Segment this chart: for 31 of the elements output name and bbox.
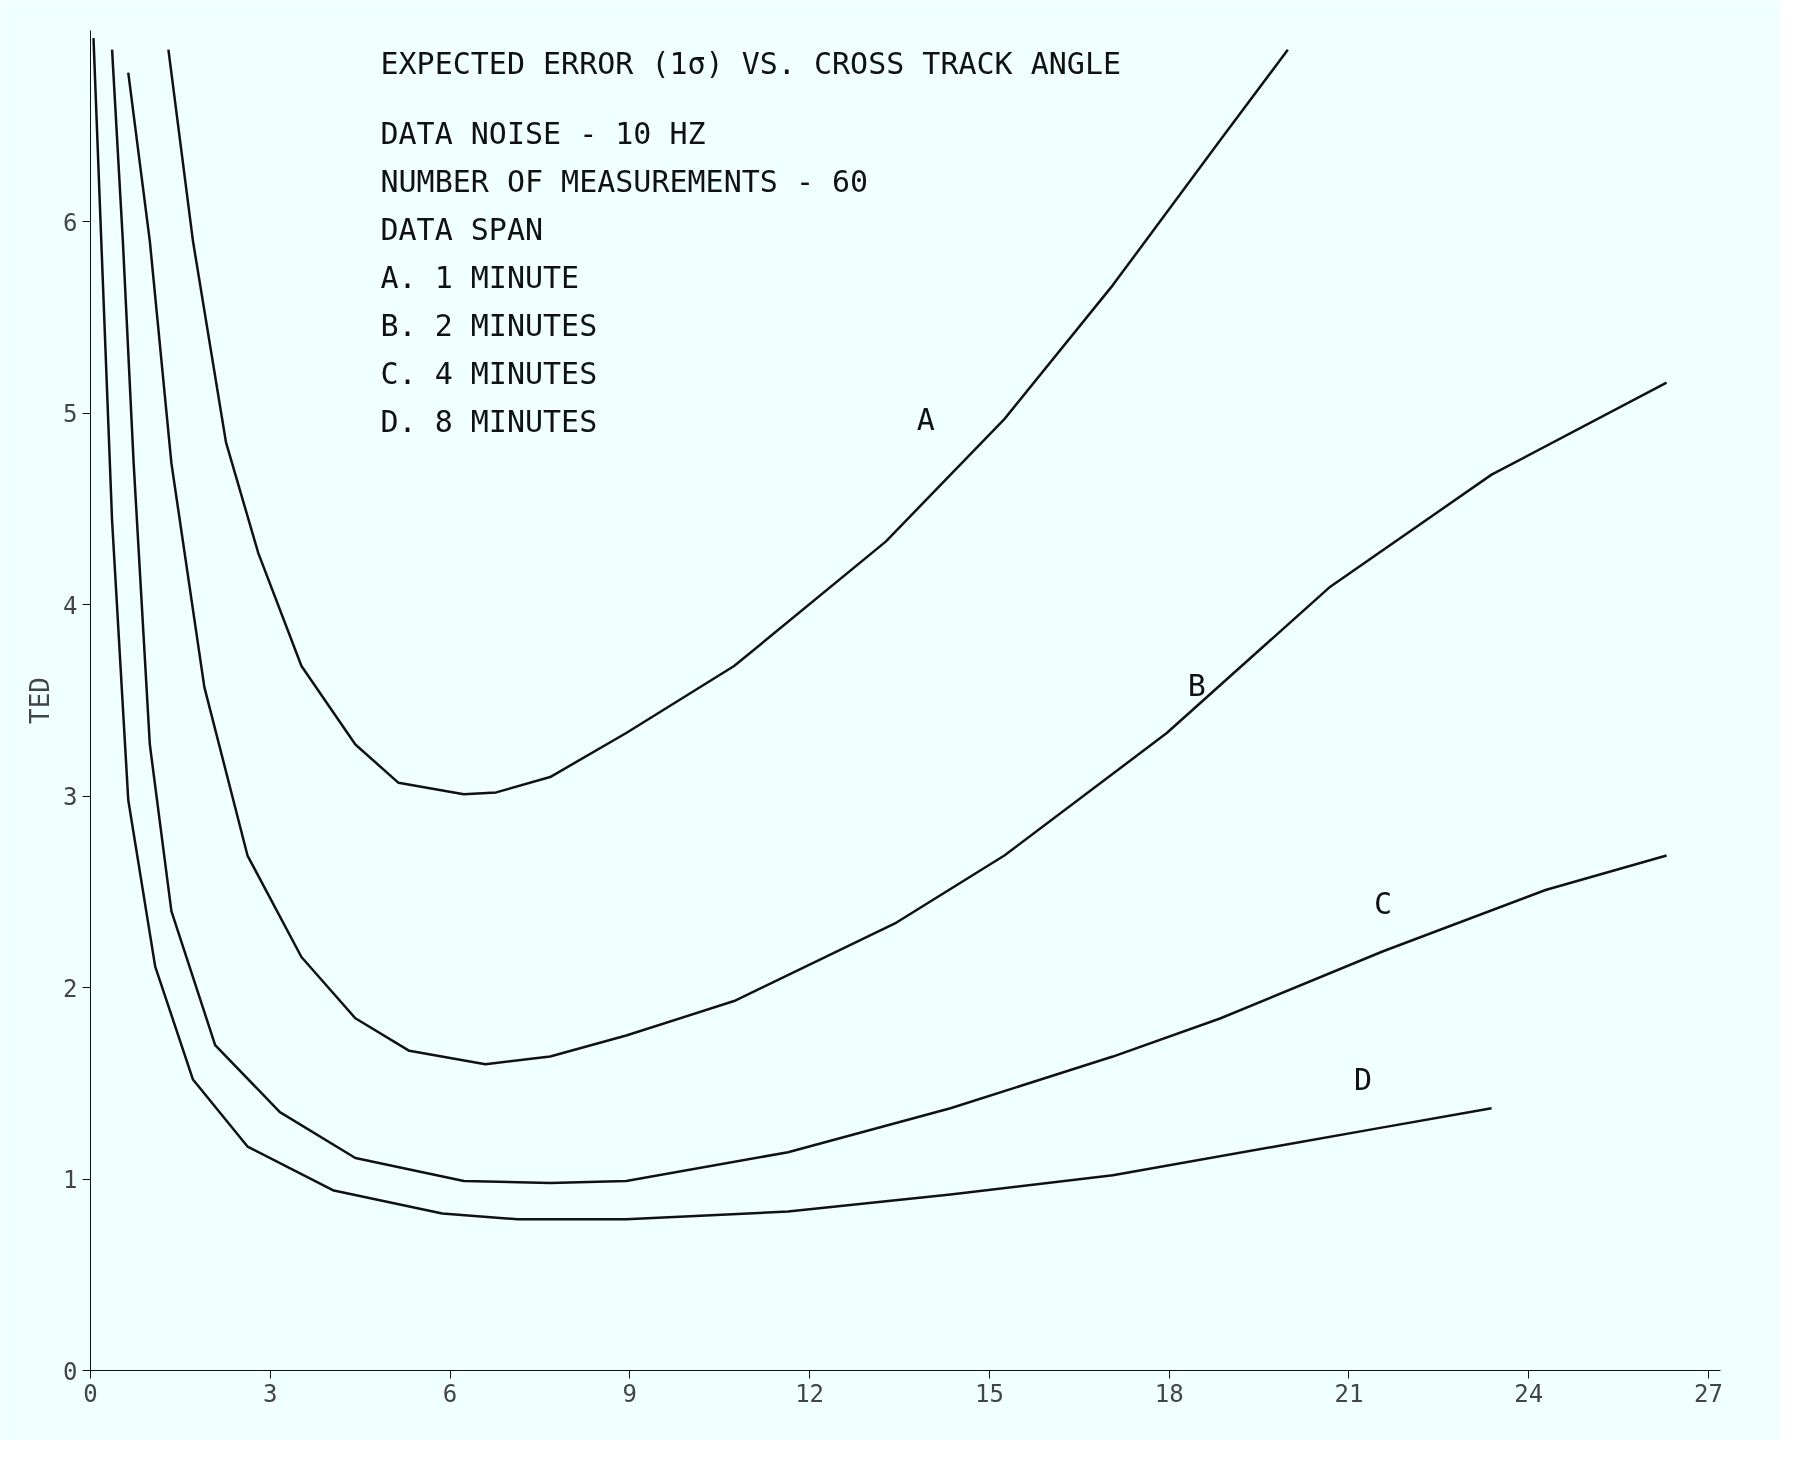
series-label: B	[1187, 668, 1206, 704]
y-tick-label: 4	[63, 591, 78, 620]
annotation: D. 8 MINUTES	[380, 403, 598, 439]
x-tick-label: 12	[795, 1379, 825, 1408]
y-tick-label: 6	[63, 208, 78, 237]
annotation: DATA SPAN	[380, 211, 544, 247]
x-tick-label: 15	[974, 1379, 1004, 1408]
y-tick-label: 0	[63, 1357, 78, 1386]
y-tick-label: 5	[63, 400, 78, 429]
text: EXPECTED ERROR (1σ) VS. CROSS TRACK ANGLE	[380, 45, 1122, 81]
series-label: C	[1374, 886, 1393, 922]
series-label: A	[916, 401, 935, 437]
series-label: D	[1354, 1062, 1373, 1098]
y-axis-title: TED	[25, 677, 56, 724]
x-tick-label: 18	[1154, 1379, 1184, 1408]
x-tick-label: 0	[83, 1379, 98, 1408]
y-tick-label: 3	[63, 783, 78, 812]
y-tick-label: 1	[63, 1166, 78, 1195]
x-tick-label: 9	[622, 1379, 638, 1408]
line-series	[167, 48, 1290, 796]
annotation: C. 4 MINUTES	[380, 355, 598, 391]
x-tick-label: 21	[1334, 1379, 1364, 1408]
x-tick-label: 3	[263, 1379, 278, 1408]
x-tick-label: 24	[1514, 1379, 1544, 1408]
annotation: A. 1 MINUTE	[380, 259, 580, 295]
annotation: NUMBER OF MEASUREMENTS - 60	[380, 163, 869, 199]
x-tick-label: 27	[1694, 1379, 1723, 1408]
y-tick-label: 2	[63, 974, 78, 1003]
annotation: DATA NOISE - 10 HZ	[380, 115, 706, 151]
x-tick-label: 6	[442, 1379, 458, 1408]
annotation: B. 2 MINUTES	[380, 307, 598, 343]
